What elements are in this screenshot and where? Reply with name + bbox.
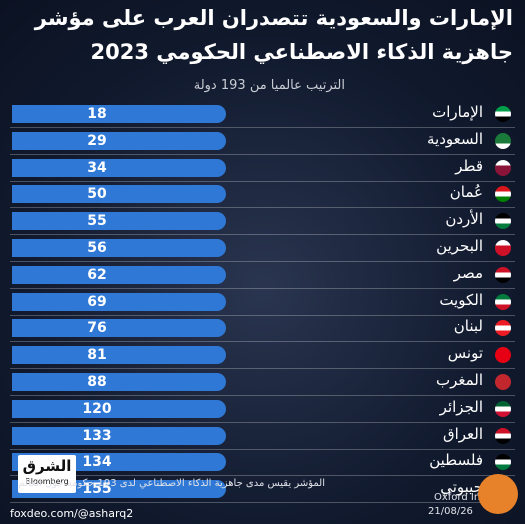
- rank-value: 56: [87, 240, 107, 256]
- flag: [495, 213, 511, 230]
- flag: [495, 186, 511, 203]
- flag: [495, 240, 511, 256]
- country: الأردن: [445, 210, 483, 229]
- country: المغرب: [435, 371, 483, 389]
- rank-value: 133: [82, 427, 112, 444]
- country: جيبوتي: [440, 478, 483, 497]
- country: فلسطين: [429, 451, 483, 470]
- rank-value: 55: [87, 213, 107, 230]
- rank-bar: [12, 158, 226, 177]
- country: السعودية: [426, 129, 483, 148]
- row: 88 المغرب: [10, 369, 515, 396]
- row: 134 فلسطين: [10, 449, 515, 477]
- rank-bar: [12, 346, 226, 365]
- row: 56 البحرين: [10, 235, 515, 262]
- flag: [495, 347, 511, 364]
- flag: [495, 106, 511, 122]
- country: الجزائر: [439, 397, 483, 416]
- logo-text: الشرق: [22, 457, 72, 475]
- country: عُمان: [449, 183, 483, 202]
- flag: [495, 293, 511, 310]
- rank-value: 155: [82, 481, 112, 498]
- title: الإمارات والسعودية تتصدران العرب على مؤش…: [34, 6, 513, 30]
- title: جاهزية الذكاء الاصطناعي الحكومي 2023: [90, 40, 514, 64]
- watermark: foxdeo.com/@asharq2: [10, 507, 134, 520]
- row: 120 الجزائر: [10, 396, 515, 423]
- country: قطر: [455, 156, 483, 175]
- rank-bar: [12, 212, 226, 231]
- fox-icon: [478, 474, 518, 514]
- row: 50 عُمان: [10, 181, 515, 209]
- rank-bar: [12, 265, 226, 284]
- flag: [495, 132, 511, 149]
- rank-bar: [12, 292, 226, 311]
- country: الكويت: [439, 290, 483, 309]
- flag: [495, 454, 511, 471]
- rank-value: 50: [87, 186, 107, 203]
- row: 34 قطر: [10, 155, 515, 182]
- rank-bar: [12, 319, 226, 338]
- row: 62 مصر: [10, 262, 515, 289]
- flag: [495, 159, 511, 176]
- rank-bar: [12, 105, 226, 123]
- rank-bar: [12, 185, 226, 204]
- row: 69 الكويت: [10, 289, 515, 316]
- rank-value: 34: [87, 159, 107, 176]
- flag: [495, 320, 511, 337]
- rank-bar: [12, 373, 226, 391]
- rank-value: 62: [87, 266, 107, 283]
- flag: [495, 400, 511, 417]
- subtitle: الترتيب عالميا من 193 دولة: [193, 78, 345, 93]
- country: لبنان: [453, 317, 483, 336]
- rank-bar: [12, 426, 226, 445]
- row: 18 الإمارات: [10, 101, 515, 128]
- country: العراق: [442, 424, 483, 443]
- country: تونس: [447, 344, 483, 363]
- row: 133 العراق: [10, 423, 515, 450]
- footnote: المؤشر يقيس مدى جاهزية الذكاء الاصطناعي …: [18, 478, 325, 489]
- rank-value: 88: [87, 374, 107, 390]
- flag: [495, 374, 511, 390]
- rank-value: 81: [87, 347, 107, 364]
- flag: [495, 266, 511, 283]
- rank-value: 120: [82, 400, 112, 417]
- country: البحرين: [436, 237, 483, 255]
- rank-value: 29: [87, 132, 107, 149]
- rank-value: 134: [82, 454, 112, 471]
- country: الإمارات: [432, 103, 483, 121]
- source: Oxford Insights: [434, 492, 510, 503]
- rank-bar: [12, 399, 226, 418]
- flag: [495, 427, 511, 444]
- rank-value: 69: [87, 293, 107, 310]
- rank-value: 18: [87, 106, 107, 122]
- rank-bar: [12, 131, 226, 150]
- logo-sub: Bloomberg: [25, 477, 69, 486]
- row: 29 السعودية: [10, 128, 515, 155]
- row: 55 الأردن: [10, 208, 515, 236]
- row: 81 تونس: [10, 342, 515, 370]
- logo: الشرق Bloomberg: [18, 455, 76, 493]
- date: 21/08/26: [428, 506, 473, 517]
- row: 76 لبنان: [10, 315, 515, 343]
- rank-bar: [12, 239, 226, 257]
- rank-value: 76: [87, 320, 107, 337]
- country: مصر: [453, 263, 483, 282]
